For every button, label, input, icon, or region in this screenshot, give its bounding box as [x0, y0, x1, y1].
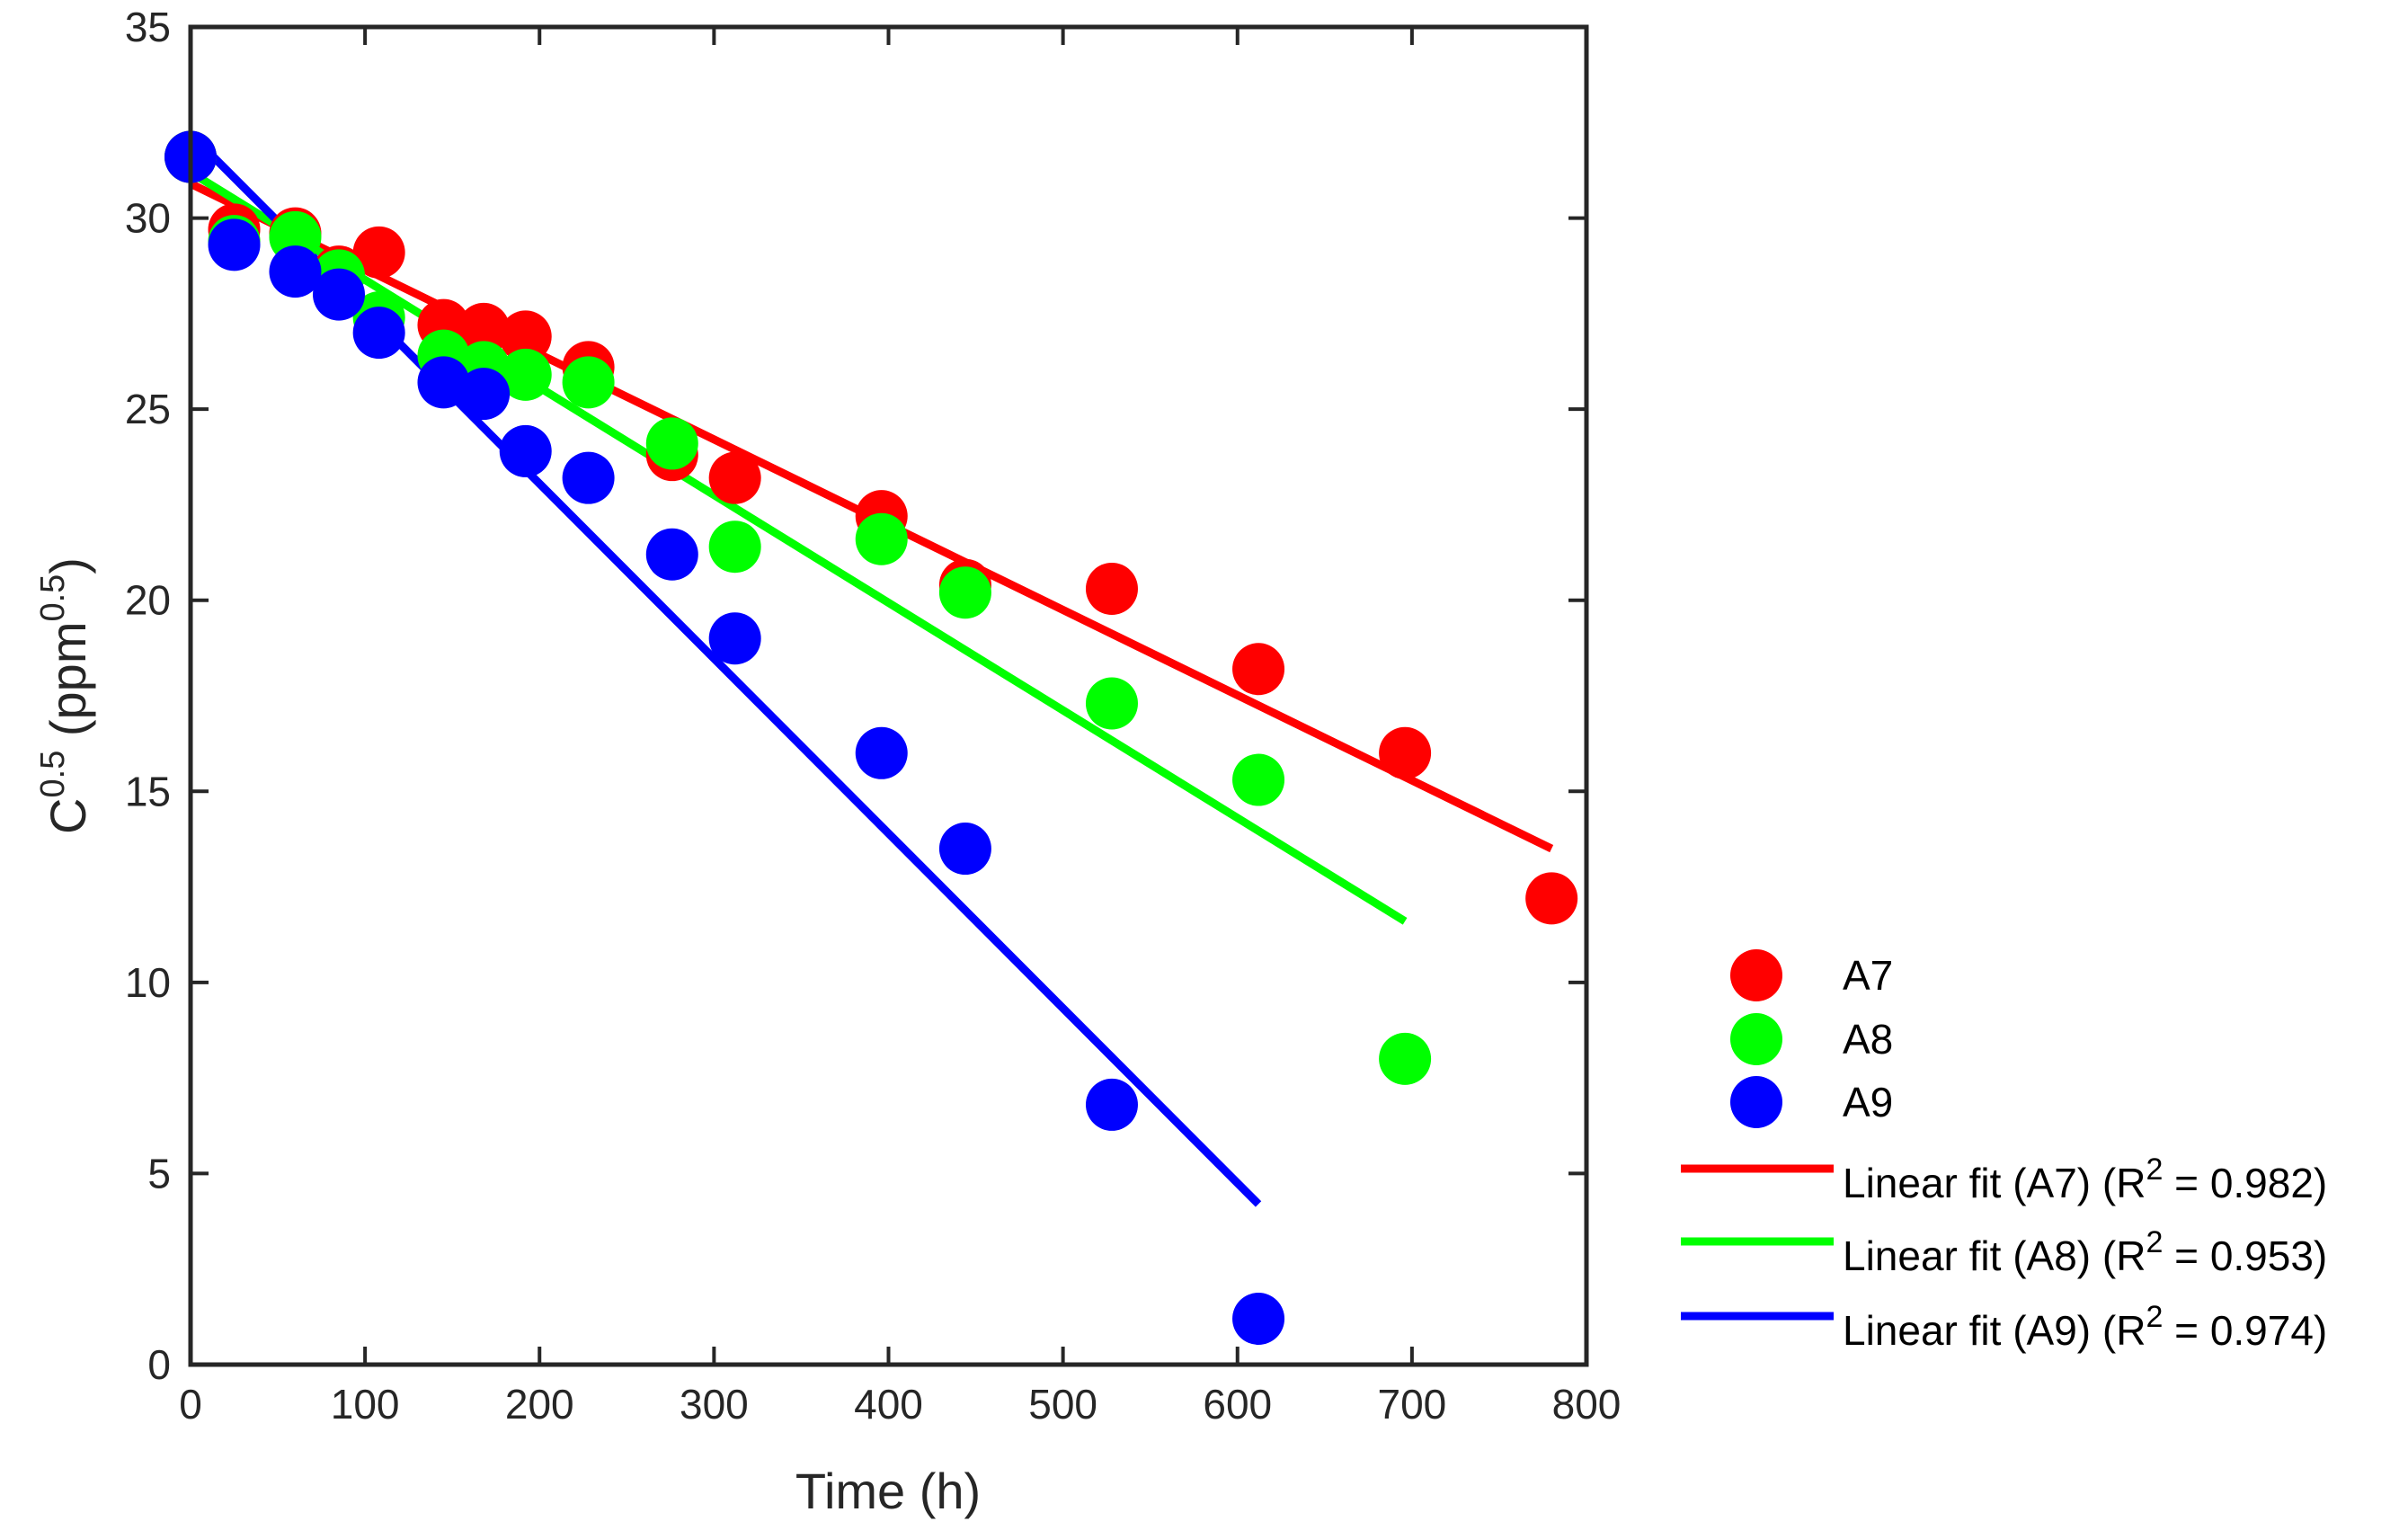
- point-a7: [1085, 562, 1138, 615]
- x-tick-label: 700: [1378, 1381, 1447, 1428]
- legend-fit-a8: Linear fit (A8) (R2 = 0.953): [1843, 1225, 2327, 1279]
- point-a8: [1232, 753, 1285, 806]
- point-a8: [1085, 677, 1138, 730]
- y-tick-label: 0: [147, 1341, 171, 1388]
- point-a9: [208, 218, 261, 271]
- point-a7: [708, 451, 761, 504]
- legend-fit-a7: Linear fit (A7) (R2 = 0.982): [1843, 1152, 2327, 1206]
- point-a9: [855, 726, 908, 779]
- legend-marker-a7: [1730, 949, 1782, 1001]
- x-axis-title: Time (h): [795, 1463, 981, 1519]
- x-tick-label: 600: [1203, 1381, 1272, 1428]
- point-a9: [417, 356, 470, 409]
- x-tick-label: 300: [680, 1381, 749, 1428]
- x-tick-label: 200: [505, 1381, 574, 1428]
- fit-lines: [187, 130, 1554, 1207]
- x-tick-label: 100: [331, 1381, 400, 1428]
- y-tick-label: 5: [147, 1150, 171, 1197]
- point-a9: [352, 307, 405, 360]
- fit-line-a8: [188, 168, 1408, 925]
- point-a8: [562, 356, 615, 409]
- point-a8: [708, 520, 761, 574]
- point-a9: [1085, 1078, 1138, 1131]
- legend-label-a7: A7: [1843, 952, 1893, 999]
- legend-label-a9: A9: [1843, 1079, 1893, 1125]
- point-a9: [269, 245, 322, 298]
- y-tick-label: 35: [125, 4, 171, 50]
- x-tick-label: 500: [1028, 1381, 1097, 1428]
- legend-marker-a9: [1730, 1076, 1782, 1128]
- point-a9: [938, 823, 991, 876]
- y-tick-label: 25: [125, 386, 171, 432]
- axis-ticks: [189, 25, 1588, 1366]
- legend-marker-a8: [1730, 1013, 1782, 1065]
- y-tick-label: 20: [125, 577, 171, 624]
- plot-frame: [188, 24, 1589, 1367]
- x-tick-label: 400: [854, 1381, 923, 1428]
- point-a9: [562, 451, 615, 504]
- point-a8: [938, 566, 991, 619]
- point-a9: [313, 268, 366, 321]
- point-a8: [1379, 1032, 1432, 1085]
- point-a7: [1525, 872, 1578, 925]
- point-a7: [1379, 726, 1432, 779]
- point-a7: [1232, 643, 1285, 696]
- y-tick-label: 30: [125, 195, 171, 242]
- point-a8: [499, 348, 552, 401]
- point-a9: [458, 368, 511, 421]
- point-a7: [458, 302, 511, 355]
- y-tick-label: 15: [125, 768, 171, 814]
- point-a9: [708, 612, 761, 665]
- legend: A7 A8 A9 Linear fit (A7) (R2 = 0.982) Li…: [1681, 949, 2327, 1354]
- legend-label-a8: A8: [1843, 1016, 1893, 1063]
- point-a7: [352, 226, 405, 279]
- point-a9: [499, 424, 552, 477]
- point-a7: [499, 310, 552, 363]
- point-a8: [855, 512, 908, 565]
- y-axis-title: C0.5 (ppm0.5): [34, 557, 96, 834]
- y-tick-label: 10: [125, 959, 171, 1006]
- point-a9: [1232, 1292, 1285, 1345]
- x-tick-label: 0: [179, 1381, 202, 1428]
- data-points: [164, 130, 1578, 1345]
- legend-fit-a9: Linear fit (A9) (R2 = 0.974): [1843, 1300, 2327, 1354]
- point-a9: [645, 528, 698, 581]
- x-tick-label: 800: [1552, 1381, 1622, 1428]
- tick-labels: 0 100 200 300 400 500 600 700 800 0 5 10 15 20 25 30 35: [125, 4, 1622, 1428]
- point-a8: [645, 417, 698, 470]
